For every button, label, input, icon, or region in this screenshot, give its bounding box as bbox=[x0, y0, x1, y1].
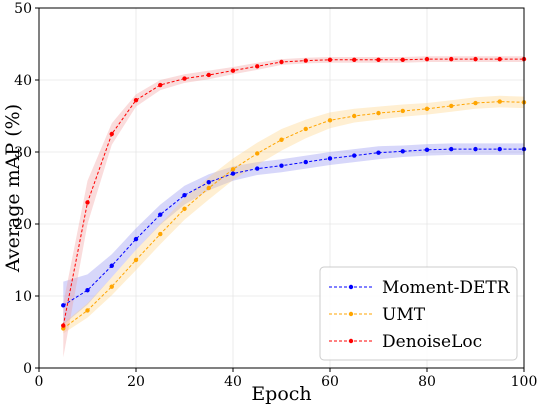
data-point bbox=[109, 131, 114, 137]
data-point bbox=[206, 180, 211, 185]
data-point bbox=[473, 56, 478, 62]
legend-marker-0 bbox=[348, 284, 354, 290]
x-axis-label: Epoch bbox=[251, 383, 311, 405]
y-axis-label: Average mAP (%) bbox=[2, 104, 24, 273]
data-point bbox=[255, 151, 260, 156]
series-lines bbox=[62, 58, 525, 329]
legend-label-2: DenoiseLoc bbox=[382, 332, 482, 352]
data-point bbox=[497, 146, 502, 152]
legend-label-0: Moment-DETR bbox=[382, 278, 511, 298]
axis-ticks: 0 20 40 60 80 100 0 10 20 30 40 50 bbox=[14, 1, 537, 390]
x-tick-label: 60 bbox=[321, 374, 339, 390]
data-point bbox=[206, 72, 211, 78]
x-tick-label: 80 bbox=[418, 374, 436, 390]
data-point bbox=[352, 113, 357, 119]
data-point bbox=[352, 153, 357, 158]
y-tick-label: 0 bbox=[23, 361, 32, 377]
data-point bbox=[424, 56, 430, 62]
data-point bbox=[279, 59, 284, 65]
data-point bbox=[279, 137, 284, 142]
data-point bbox=[497, 56, 502, 62]
data-point bbox=[182, 76, 187, 81]
data-point bbox=[109, 284, 114, 289]
data-point bbox=[206, 185, 211, 191]
data-point bbox=[376, 57, 381, 63]
series-line-2 bbox=[62, 58, 524, 326]
legend-marker-2 bbox=[348, 338, 354, 344]
legend-box bbox=[319, 266, 518, 361]
data-point bbox=[61, 303, 66, 308]
data-point bbox=[449, 146, 454, 152]
data-point bbox=[230, 171, 236, 176]
y-tick-label: 30 bbox=[14, 145, 32, 161]
data-point bbox=[473, 146, 478, 152]
data-point bbox=[449, 103, 454, 109]
data-point bbox=[376, 150, 381, 155]
data-point bbox=[133, 257, 139, 263]
data-point bbox=[133, 236, 139, 242]
legend: Moment-DETR UMT DenoiseLoc bbox=[319, 266, 518, 361]
data-point bbox=[85, 200, 90, 205]
data-point bbox=[327, 118, 333, 123]
series-line-1 bbox=[63, 101, 525, 329]
data-point bbox=[400, 149, 405, 154]
x-tick-label: 100 bbox=[511, 374, 538, 390]
legend-label-1: UMT bbox=[382, 305, 426, 325]
data-point bbox=[303, 126, 308, 132]
plot-frame bbox=[38, 7, 525, 369]
data-point bbox=[473, 100, 478, 106]
data-point bbox=[376, 110, 381, 116]
data-point bbox=[182, 206, 187, 212]
data-point bbox=[61, 323, 66, 328]
data-point bbox=[424, 147, 430, 153]
data-point bbox=[85, 288, 90, 293]
confidence-band-1 bbox=[63, 95, 525, 334]
data-point bbox=[255, 64, 260, 69]
data-point bbox=[133, 97, 139, 103]
data-point bbox=[327, 57, 333, 63]
data-point bbox=[230, 167, 236, 172]
data-point bbox=[85, 308, 90, 313]
data-point bbox=[109, 263, 114, 268]
data-point bbox=[352, 57, 357, 63]
y-tick-label: 10 bbox=[14, 289, 32, 305]
x-tick-label: 0 bbox=[35, 374, 44, 390]
confidence-bands bbox=[63, 56, 525, 358]
data-point bbox=[182, 193, 187, 198]
y-tick-label: 20 bbox=[14, 217, 32, 233]
data-point bbox=[255, 166, 260, 171]
data-point bbox=[449, 56, 454, 62]
data-point bbox=[279, 163, 284, 168]
series-points bbox=[61, 56, 527, 331]
data-point bbox=[158, 82, 163, 88]
y-tick-label: 50 bbox=[14, 1, 32, 17]
data-point bbox=[158, 231, 163, 237]
data-point bbox=[303, 159, 308, 165]
y-tick-label: 40 bbox=[14, 73, 32, 89]
legend-marker-1 bbox=[348, 311, 354, 317]
x-tick-label: 40 bbox=[224, 374, 242, 390]
x-tick-label: 20 bbox=[127, 374, 145, 390]
data-point bbox=[303, 58, 308, 63]
data-point bbox=[400, 57, 405, 63]
data-point bbox=[158, 212, 163, 217]
data-point bbox=[327, 156, 333, 161]
data-point bbox=[497, 99, 502, 104]
data-point bbox=[400, 108, 405, 114]
data-point bbox=[424, 106, 430, 112]
data-point bbox=[230, 68, 236, 73]
